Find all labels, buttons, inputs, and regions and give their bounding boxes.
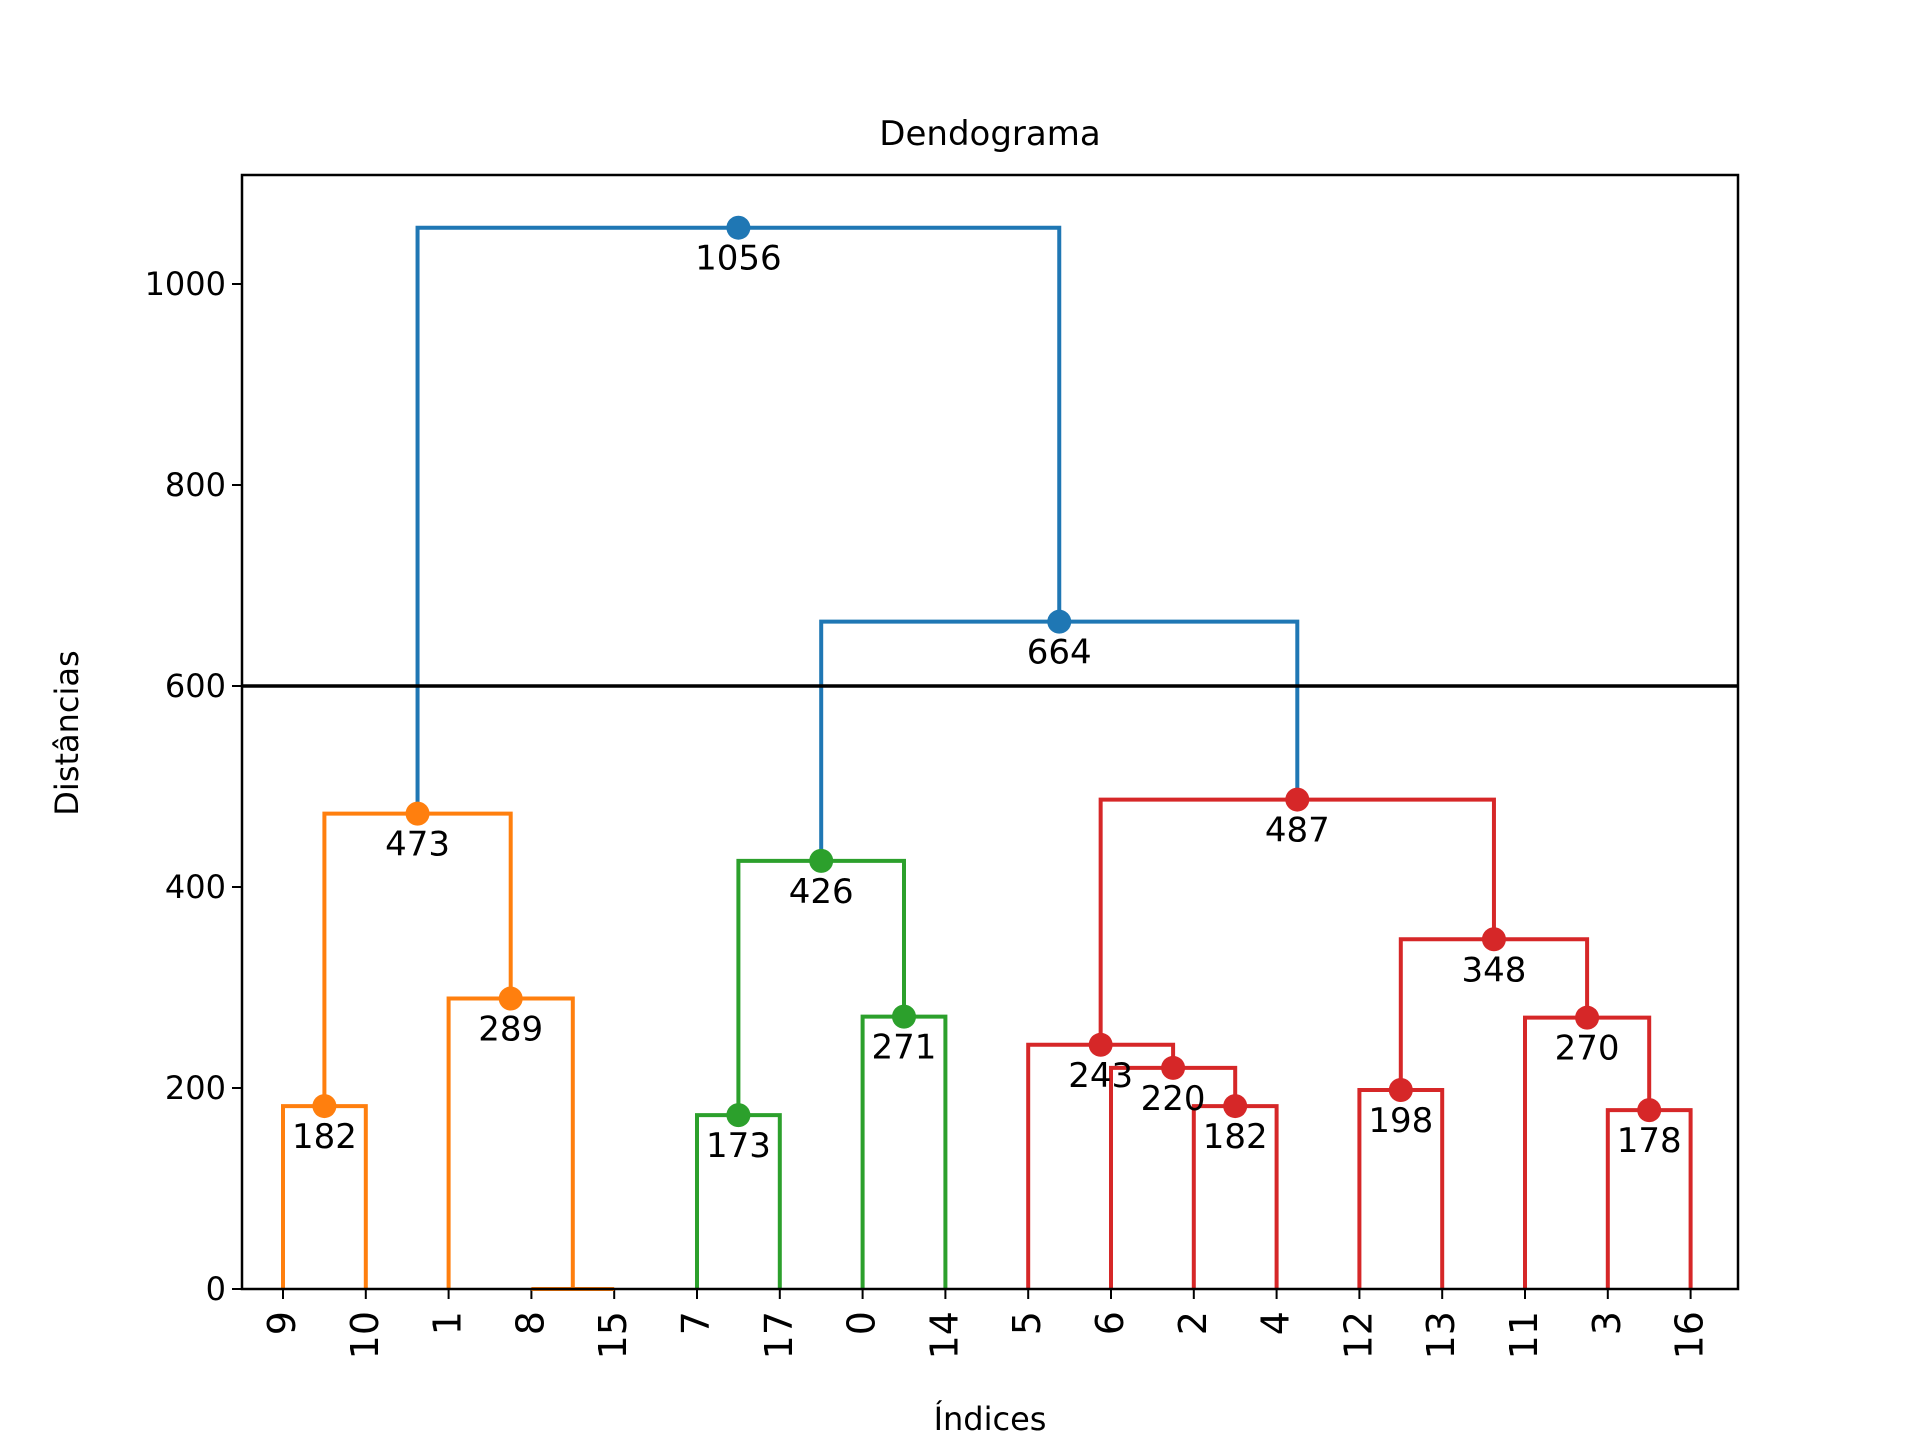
merge-distance-label: 270 <box>1555 1029 1620 1069</box>
plot-area: 0 200 400 600 800 1000 9 10 1 8 15 7 17 0 14 5 6 2 4 12 13 11… <box>145 265 1712 1359</box>
merge-node <box>726 215 751 240</box>
merge-distance-label: 348 <box>1461 950 1526 990</box>
y-tick-label: 0 <box>206 1270 226 1308</box>
y-axis-label: Distâncias <box>48 650 86 815</box>
merge-distance-label: 289 <box>478 1010 543 1050</box>
merge-node <box>892 1004 916 1029</box>
leaf-label: 3 <box>1585 1311 1629 1335</box>
merge-distance-label: 426 <box>789 872 854 912</box>
leaf-label: 0 <box>840 1311 884 1335</box>
merge-distance-label: 473 <box>385 825 450 865</box>
y-tick-label: 600 <box>165 667 226 705</box>
merge-distance-label: 1056 <box>695 239 782 279</box>
leaf-label: 5 <box>1005 1311 1049 1335</box>
merge-node <box>809 848 834 873</box>
merge-distance-label: 664 <box>1027 633 1092 673</box>
dendrogram-links <box>281 225 1693 1291</box>
merge-distance-label: 198 <box>1368 1101 1433 1141</box>
merge-node <box>498 986 523 1011</box>
merge-distance-label: 182 <box>1203 1117 1268 1157</box>
leaf-label: 16 <box>1668 1311 1712 1359</box>
leaf-label: 4 <box>1254 1311 1298 1335</box>
leaf-label: 6 <box>1088 1311 1132 1335</box>
leaf-label: 8 <box>508 1311 552 1335</box>
merge-node <box>1637 1098 1662 1123</box>
leaf-label: 7 <box>674 1311 718 1335</box>
merge-node <box>1481 927 1506 952</box>
merge-node <box>405 801 430 826</box>
merge-node <box>1223 1094 1248 1119</box>
merge-distance-label: 271 <box>872 1028 937 1068</box>
x-axis-label: Índices <box>934 1400 1047 1438</box>
leaf-label: 11 <box>1502 1311 1546 1359</box>
leaf-label: 10 <box>343 1311 387 1359</box>
merge-distance-label: 487 <box>1265 811 1330 851</box>
merge-node <box>726 1103 751 1128</box>
leaf-label: 9 <box>260 1311 304 1335</box>
leaf-label: 17 <box>757 1311 801 1359</box>
merge-distance-label: 178 <box>1617 1121 1682 1161</box>
merge-distance-label: 182 <box>292 1117 357 1157</box>
merge-node <box>1088 1032 1113 1057</box>
chart-title: Dendograma <box>879 114 1100 154</box>
y-tick-label: 200 <box>165 1069 226 1107</box>
merge-node <box>1285 787 1310 812</box>
merge-distance-label: 173 <box>706 1126 771 1166</box>
leaf-label: 15 <box>591 1311 635 1359</box>
leaf-label: 2 <box>1171 1311 1215 1335</box>
merge-node <box>312 1094 337 1119</box>
y-tick-label: 1000 <box>145 265 226 303</box>
merge-distance-label: 243 <box>1068 1056 1133 1096</box>
merge-node <box>1575 1005 1600 1030</box>
merge-node <box>1047 609 1072 634</box>
merge-distance-label: 220 <box>1141 1079 1206 1119</box>
y-tick-label: 400 <box>165 868 226 906</box>
leaf-label: 14 <box>922 1311 966 1359</box>
plot-frame <box>240 173 1740 1291</box>
dendrogram-nodes: 1822894731732714261822202431981782703484… <box>242 215 1738 1166</box>
merge-node <box>1161 1055 1186 1080</box>
leaf-label: 12 <box>1336 1311 1380 1359</box>
merge-node <box>1388 1078 1413 1103</box>
y-tick-label: 800 <box>165 466 226 504</box>
leaf-label: 1 <box>426 1311 470 1335</box>
dendrogram-link <box>415 225 1062 814</box>
leaf-label: 13 <box>1419 1311 1463 1359</box>
